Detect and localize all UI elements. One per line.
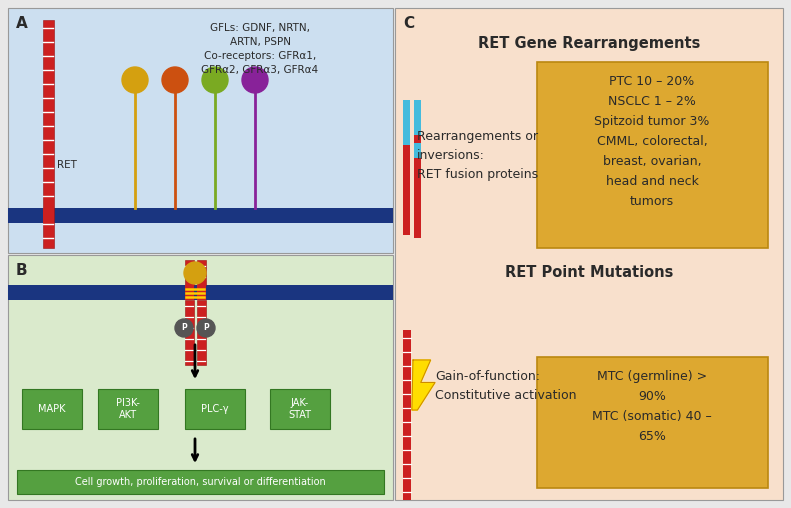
Text: P: P: [203, 324, 209, 333]
Circle shape: [175, 319, 193, 337]
Circle shape: [197, 319, 215, 337]
FancyBboxPatch shape: [537, 62, 768, 248]
FancyBboxPatch shape: [22, 389, 82, 429]
Circle shape: [184, 262, 206, 284]
Text: JAK-
STAT: JAK- STAT: [289, 398, 312, 420]
Bar: [197, 300, 206, 365]
Bar: [414, 158, 421, 238]
Bar: [395, 8, 783, 500]
Text: MTC (germline) >
90%
MTC (somatic) 40 –
65%: MTC (germline) > 90% MTC (somatic) 40 – …: [592, 370, 712, 443]
Bar: [8, 8, 393, 253]
Text: MAPK: MAPK: [38, 404, 66, 414]
Bar: [43, 208, 54, 223]
Circle shape: [242, 67, 268, 93]
Bar: [403, 330, 411, 500]
Text: GFLs: GDNF, NRTN,
ARTN, PSPN
Co-receptors: GFRα1,
GFRα2, GFRα3, GFRα4: GFLs: GDNF, NRTN, ARTN, PSPN Co-receptor…: [202, 23, 319, 75]
Bar: [403, 151, 410, 235]
Bar: [185, 300, 194, 365]
Bar: [414, 143, 421, 158]
Bar: [414, 135, 421, 143]
Circle shape: [122, 67, 148, 93]
Text: B: B: [16, 263, 28, 278]
FancyBboxPatch shape: [270, 389, 330, 429]
Text: PLC-γ: PLC-γ: [201, 404, 229, 414]
Text: PI3K-
AKT: PI3K- AKT: [116, 398, 140, 420]
Text: A: A: [16, 16, 28, 31]
Bar: [8, 255, 393, 500]
Circle shape: [162, 67, 188, 93]
Bar: [185, 285, 194, 300]
FancyBboxPatch shape: [98, 389, 158, 429]
Text: RET Gene Rearrangements: RET Gene Rearrangements: [478, 36, 700, 51]
Circle shape: [202, 67, 228, 93]
Bar: [197, 285, 206, 300]
Text: Rearrangements or
inversions:
RET fusion proteins: Rearrangements or inversions: RET fusion…: [417, 130, 538, 181]
Text: PTC 10 – 20%
NSCLC 1 – 2%
Spitzoid tumor 3%
CMML, colorectal,
breast, ovarian,
h: PTC 10 – 20% NSCLC 1 – 2% Spitzoid tumor…: [594, 75, 710, 208]
FancyBboxPatch shape: [185, 389, 245, 429]
Text: P: P: [181, 324, 187, 333]
Text: Gain-of-function:
Constitutive activation: Gain-of-function: Constitutive activatio…: [435, 370, 577, 402]
Text: RET Point Mutations: RET Point Mutations: [505, 265, 673, 280]
Text: Cell growth, proliferation, survival or differentiation: Cell growth, proliferation, survival or …: [74, 477, 325, 487]
FancyBboxPatch shape: [537, 357, 768, 488]
Bar: [197, 260, 206, 285]
Polygon shape: [412, 360, 435, 410]
Bar: [185, 260, 194, 285]
Bar: [403, 145, 410, 151]
Text: C: C: [403, 16, 414, 31]
Bar: [8, 208, 393, 223]
Bar: [8, 285, 393, 300]
FancyBboxPatch shape: [17, 470, 384, 494]
Bar: [414, 100, 421, 135]
Bar: [43, 20, 54, 248]
Bar: [403, 100, 410, 145]
Text: RET: RET: [57, 160, 77, 170]
